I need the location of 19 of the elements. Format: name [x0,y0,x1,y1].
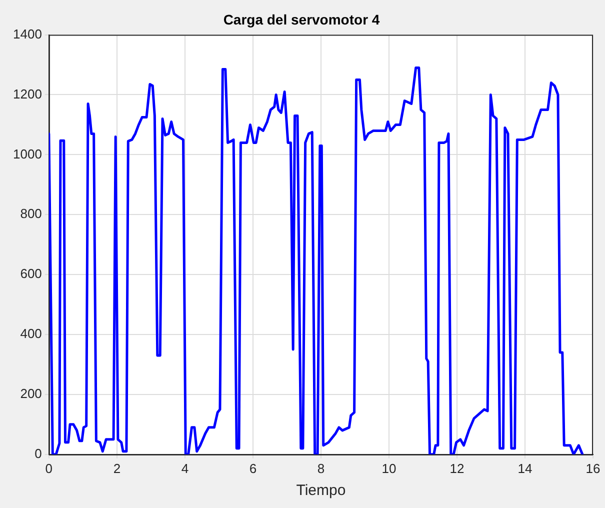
y-tick-label: 400 [20,326,42,342]
y-tick-label: 600 [20,266,42,282]
y-tick-label: 1200 [13,86,42,102]
y-tick-label: 200 [20,386,42,402]
x-tick-label: 6 [249,460,257,476]
x-tick-label: 14 [518,460,532,476]
y-tick-label: 800 [20,206,42,222]
y-tick-label: 0 [34,446,42,461]
x-tick-label: 2 [113,460,121,476]
x-tick-label: 4 [181,460,189,476]
x-tick-label: 12 [450,460,464,476]
chart-title: Carga del servomotor 4 [223,11,380,28]
x-tick-label: 16 [586,460,600,476]
y-tick-label: 1000 [13,146,42,162]
x-tick-label: 10 [382,460,396,476]
x-tick-label: 0 [45,460,53,476]
y-tick-label: 1400 [13,26,42,42]
x-axis-title: Tiempo [296,482,346,500]
x-tick-label: 8 [317,460,325,476]
